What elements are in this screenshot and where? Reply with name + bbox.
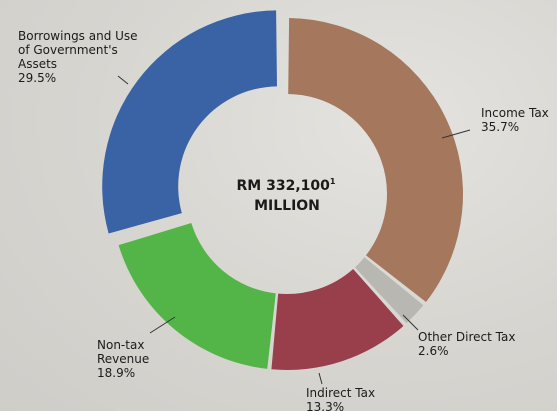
slice-label: Borrowings and Use of Government's Assets 2… bbox=[18, 29, 138, 85]
slice-name: Indirect Tax bbox=[306, 386, 375, 400]
slice-name: Assets bbox=[18, 57, 57, 71]
slice-name: Income Tax bbox=[481, 106, 549, 120]
slice-label: Income Tax 35.7% bbox=[481, 106, 549, 134]
slice-borrowings-and-use-of-government-s-assets bbox=[102, 10, 278, 234]
slice-name: of Government's bbox=[18, 43, 118, 57]
leader-line bbox=[149, 316, 176, 334]
center-footnote: 1 bbox=[330, 177, 336, 186]
slice-other-direct-tax bbox=[354, 257, 424, 324]
slice-label: Other Direct Tax 2.6% bbox=[418, 330, 515, 358]
center-amount: RM 332,1001 bbox=[237, 177, 336, 194]
slice-name: Revenue bbox=[97, 352, 149, 366]
leader-line bbox=[318, 372, 323, 385]
slice-indirect-tax bbox=[271, 268, 404, 370]
slice-name: Other Direct Tax bbox=[418, 330, 515, 344]
center-unit: MILLION bbox=[254, 198, 320, 214]
slice-label: Indirect Tax 13.3% bbox=[306, 386, 375, 411]
slice-name: Borrowings and Use bbox=[18, 29, 138, 43]
slice-percentage: 29.5% bbox=[18, 71, 56, 85]
leader-line bbox=[117, 75, 129, 85]
leader-line bbox=[441, 129, 471, 139]
slice-percentage: 35.7% bbox=[481, 120, 519, 134]
slice-percentage: 2.6% bbox=[418, 344, 449, 358]
slice-label: Non-tax Revenue 18.9% bbox=[97, 338, 149, 380]
slice-income-tax bbox=[288, 18, 464, 302]
center-amount-value: RM 332,100 bbox=[237, 178, 331, 194]
slice-name: Non-tax bbox=[97, 338, 144, 352]
slice-percentage: 18.9% bbox=[97, 366, 135, 380]
slice-percentage: 13.3% bbox=[306, 400, 344, 411]
leader-line bbox=[402, 314, 419, 331]
slice-non-tax-revenue bbox=[118, 223, 276, 369]
